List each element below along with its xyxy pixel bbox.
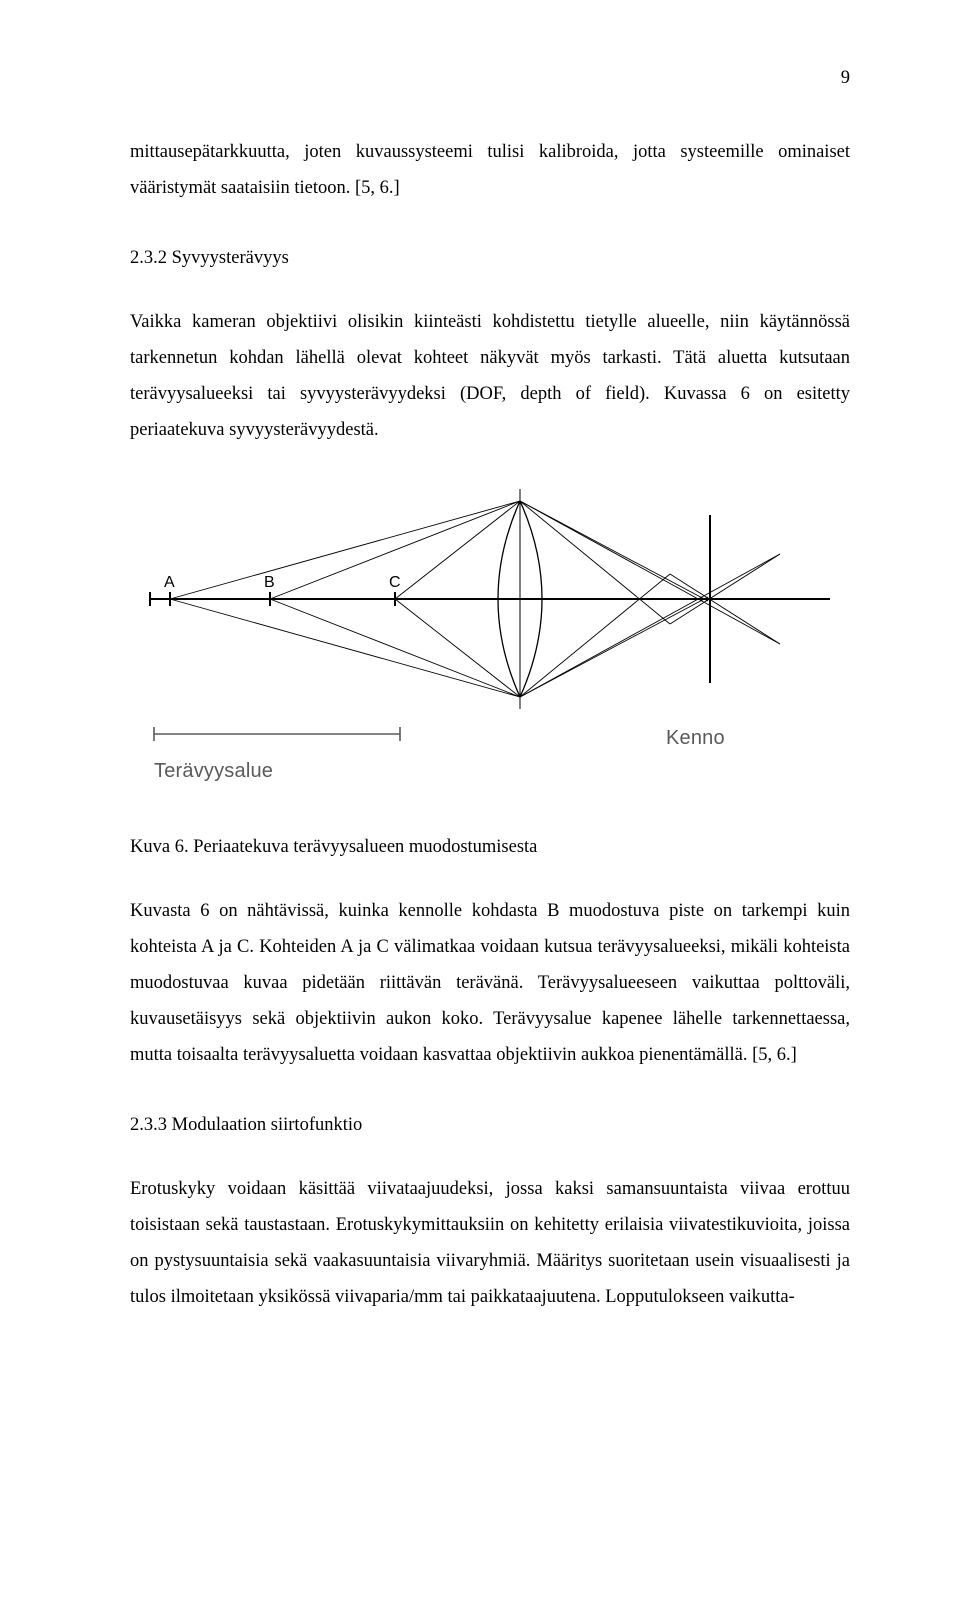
figure-6: A B C Terävyysalue Kenno [130, 489, 850, 789]
figure-6-caption: Kuva 6. Periaatekuva terävyysalueen muod… [130, 829, 850, 865]
heading-2-3-2: 2.3.2 Syvyysterävyys [130, 240, 850, 276]
svg-text:Kenno: Kenno [666, 727, 725, 749]
page: 9 mittausepätarkkuutta, joten kuvaussyst… [0, 0, 960, 1375]
page-number: 9 [130, 60, 850, 96]
paragraph-2-3-2: Vaikka kameran objektiivi olisikin kiint… [130, 304, 850, 448]
heading-2-3-3: 2.3.3 Modulaation siirtofunktio [130, 1107, 850, 1143]
paragraph-2-3-3: Erotuskyky voidaan käsittää viivataajuud… [130, 1171, 850, 1315]
svg-text:C: C [389, 574, 401, 591]
svg-text:B: B [264, 574, 275, 591]
lens-diagram-svg: A B C Terävyysalue Kenno [140, 489, 840, 789]
svg-text:A: A [164, 574, 175, 591]
intro-paragraph: mittausepätarkkuutta, joten kuvaussystee… [130, 134, 850, 206]
svg-text:Terävyysalue: Terävyysalue [154, 760, 273, 782]
paragraph-after-figure: Kuvasta 6 on nähtävissä, kuinka kennolle… [130, 893, 850, 1073]
